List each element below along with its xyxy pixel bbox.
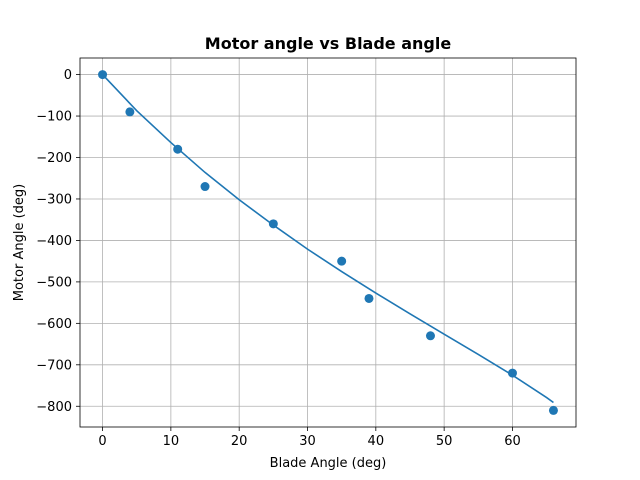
x-tick-label: 0	[98, 434, 106, 449]
data-point	[125, 107, 135, 117]
x-tick-label: 40	[368, 434, 385, 449]
x-tick-label: 60	[504, 434, 521, 449]
plot-series	[98, 70, 558, 415]
fit-line	[101, 74, 554, 404]
x-tick-label: 10	[163, 434, 180, 449]
x-tick-label: 50	[436, 434, 453, 449]
y-tick-label: −400	[36, 234, 72, 249]
data-point	[425, 331, 435, 341]
plot-frame	[79, 57, 577, 428]
y-tick-label: −800	[36, 400, 72, 415]
chart-title: Motor angle vs Blade angle	[205, 34, 452, 53]
y-tick-label: −600	[36, 317, 72, 332]
x-axis-label: Blade Angle (deg)	[270, 456, 387, 471]
grid	[80, 58, 576, 427]
y-axis-label: Motor Angle (deg)	[12, 184, 27, 301]
data-point	[364, 293, 374, 303]
y-tick-label: −700	[36, 358, 72, 373]
y-tick-label: −500	[36, 275, 72, 290]
x-tick-label: 30	[299, 434, 316, 449]
data-point	[548, 405, 558, 415]
data-point	[507, 368, 517, 378]
y-tick-label: −200	[36, 151, 72, 166]
axis-ticks: 0 10 20 30 40 50 60 0 −100 −200 −300 −400 −500 −600 −7…	[36, 68, 520, 449]
data-point	[337, 256, 347, 266]
y-tick-label: −300	[36, 192, 72, 207]
x-tick-label: 20	[231, 434, 248, 449]
y-tick-label: 0	[64, 68, 72, 83]
data-point	[200, 182, 210, 192]
y-tick-label: −100	[36, 110, 72, 125]
